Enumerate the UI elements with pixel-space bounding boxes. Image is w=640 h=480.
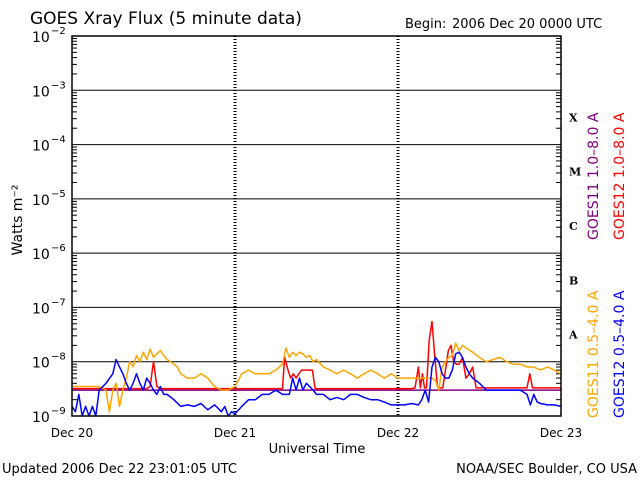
y-tick-label: 10 <box>32 410 50 426</box>
updated-timestamp: Updated 2006 Dec 22 23:01:05 UTC <box>2 462 237 477</box>
flare-class-label: M <box>569 166 581 179</box>
y-tick-label: 10 <box>32 193 50 209</box>
x-tick-label: Dec 23 <box>540 426 582 440</box>
y-tick-label: 10 <box>32 247 50 263</box>
chart-title: GOES Xray Flux (5 minute data) <box>30 9 302 29</box>
flare-class-label: X <box>569 111 578 124</box>
y-tick-label: 10 <box>32 301 50 317</box>
series-line-4 <box>71 351 562 417</box>
y-tick-label: 10 <box>32 84 50 100</box>
plot-frame <box>71 35 562 417</box>
flare-class-label: C <box>569 220 578 233</box>
y-tick-exponent: −9 <box>51 406 66 417</box>
flare-class-label: B <box>569 274 578 287</box>
y-tick-labels: 10−210−310−410−510−610−710−810−9 <box>32 26 66 426</box>
legend-entry: GOES11 0.5–4.0 A <box>586 290 602 418</box>
source-credit: NOAA/SEC Boulder, CO USA <box>456 462 637 477</box>
y-tick-exponent: −2 <box>51 26 66 37</box>
x-tick-label: Dec 20 <box>51 426 93 440</box>
x-tick-label: Dec 21 <box>214 426 256 440</box>
x-tick-labels: Dec 20 Dec 21 Dec 22 Dec 23 <box>51 426 582 440</box>
legend: GOES11 1.0–8.0 A GOES12 1.0–8.0 A GOES11 0… <box>586 112 628 418</box>
y-tick-label: 10 <box>32 139 50 155</box>
y-tick-exponent: −5 <box>51 189 66 200</box>
y-tick-exponent: −8 <box>51 352 66 363</box>
y-tick-exponent: −7 <box>51 297 66 308</box>
begin-label: Begin: <box>405 17 446 32</box>
y-tick-label: 10 <box>32 356 50 372</box>
x-axis-label: Universal Time <box>269 442 366 457</box>
legend-entry: GOES12 1.0–8.0 A <box>612 112 628 240</box>
grid-lines <box>72 35 561 417</box>
flare-class-label: A <box>568 329 578 342</box>
y-tick-exponent: −6 <box>51 243 66 254</box>
y-axis-label: Watts m⁻² <box>10 185 26 256</box>
y-tick-exponent: −3 <box>51 80 66 91</box>
legend-entry: GOES12 0.5–4.0 A <box>612 290 628 418</box>
y-tick-label: 10 <box>32 30 50 46</box>
series-line-3 <box>72 342 562 413</box>
series-lines <box>71 320 562 417</box>
series-line-2 <box>72 320 561 390</box>
x-tick-label: Dec 22 <box>377 426 419 440</box>
y-tick-exponent: −4 <box>51 135 66 146</box>
begin-value: 2006 Dec 20 0000 UTC <box>452 17 602 32</box>
flare-class-labels: X M C B A <box>568 111 581 341</box>
legend-entry: GOES11 1.0–8.0 A <box>586 112 602 240</box>
